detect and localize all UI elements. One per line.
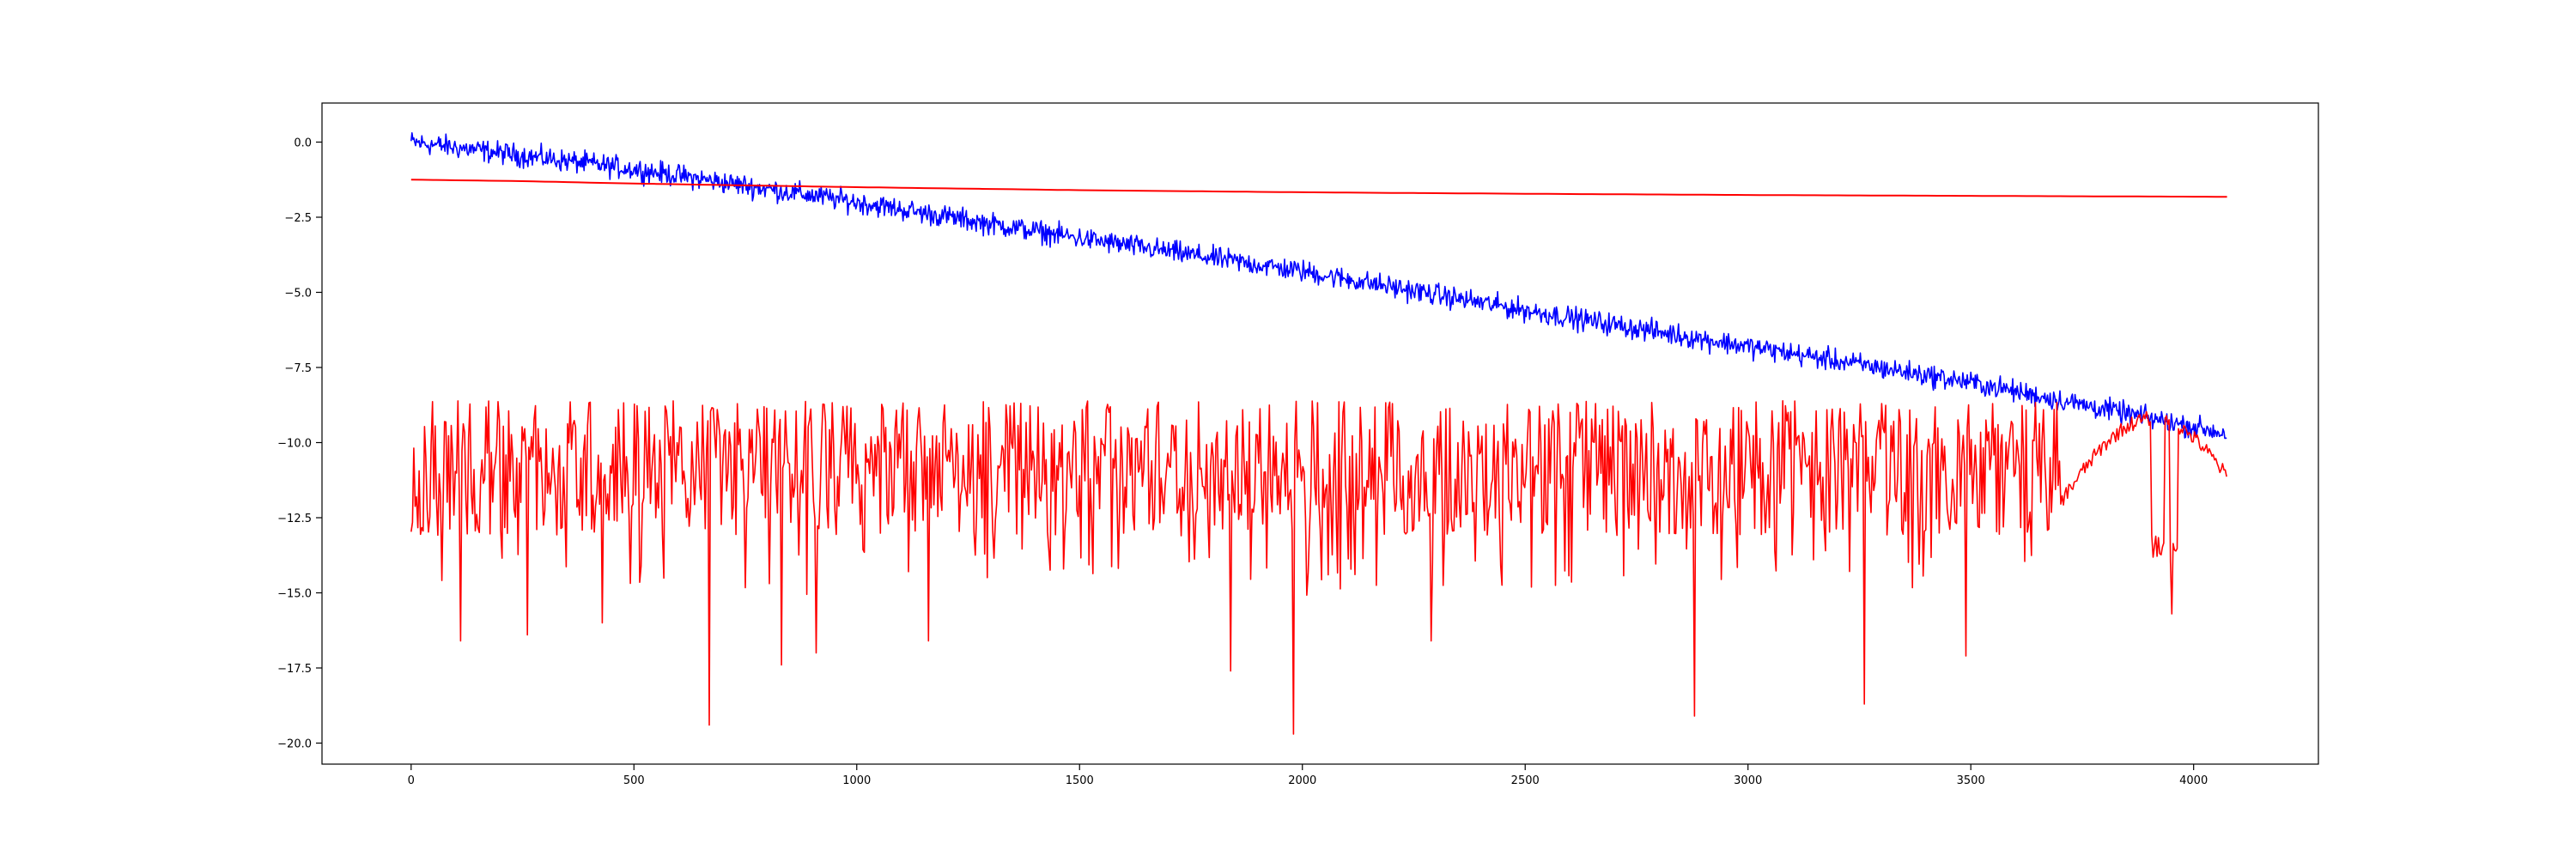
y-tick-label: −12.5 [277, 513, 312, 525]
x-tick-label: 4000 [2179, 774, 2208, 787]
series-line-1 [410, 132, 2227, 440]
plot-background [322, 103, 2318, 764]
series-line-3 [410, 400, 2227, 735]
x-tick-label: 1000 [842, 774, 871, 787]
y-tick-label: −20.0 [277, 738, 312, 751]
x-tick-label: 2500 [1511, 774, 1540, 787]
axis-layer: 0 500 1000 1500 2000 2500 3000 3500 4000 0.0 −2.5 −… [277, 137, 2208, 788]
x-tick-label: 0 [408, 774, 415, 787]
y-tick-label: 0.0 [294, 137, 312, 150]
y-tick-label: −7.5 [284, 362, 312, 375]
y-tick-label: −15.0 [277, 588, 312, 601]
series-layer [410, 132, 2227, 735]
x-tick-label: 2000 [1288, 774, 1316, 787]
x-tick-label: 3500 [1957, 774, 1985, 787]
x-tick-label: 3000 [1734, 774, 1762, 787]
y-tick-label: −17.5 [277, 663, 312, 676]
x-tick-label: 500 [623, 774, 645, 787]
y-tick-label: −10.0 [277, 438, 312, 451]
plot-frame [321, 102, 2319, 765]
y-tick-label: −5.0 [284, 288, 312, 300]
x-tick-label: 1500 [1066, 774, 1094, 787]
series-line-2 [410, 179, 2227, 198]
y-tick-label: −2.5 [284, 212, 312, 225]
